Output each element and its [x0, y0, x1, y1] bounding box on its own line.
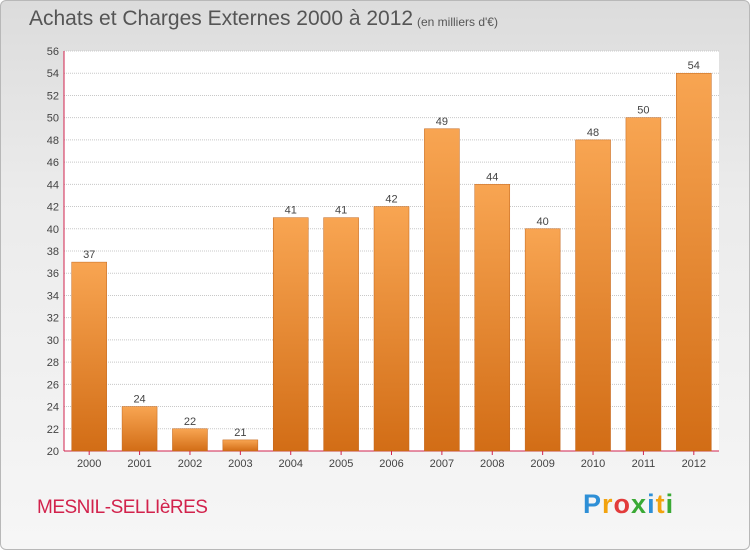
bar-2003: [222, 439, 259, 452]
x-tick-label: 2003: [228, 458, 252, 470]
chart-subtitle: (en milliers d'€): [417, 15, 498, 29]
y-tick-label: 46: [47, 157, 59, 169]
logo-letter: i: [647, 489, 656, 519]
y-tick-label: 34: [47, 290, 59, 302]
data-label: 41: [335, 205, 347, 217]
y-tick-label: 24: [47, 402, 59, 414]
logo-letter: r: [602, 489, 614, 519]
x-tick-label: 2001: [127, 458, 151, 470]
logo-letter: i: [665, 489, 675, 519]
y-tick-label: 20: [47, 446, 59, 458]
x-tick-label: 2006: [379, 458, 403, 470]
y-tick-label: 32: [47, 313, 59, 325]
bar-2000: [71, 261, 107, 452]
data-label: 22: [184, 416, 196, 428]
data-label: 48: [587, 127, 599, 139]
y-tick-label: 38: [47, 246, 59, 258]
x-tick-label: 2012: [682, 458, 706, 470]
logo-letter: x: [631, 489, 648, 519]
y-tick-label: 52: [47, 90, 59, 102]
y-tick-label: 36: [47, 268, 59, 280]
data-label: 41: [285, 205, 297, 217]
data-label: 24: [133, 394, 145, 406]
bar-2001: [121, 406, 158, 452]
logo-letter: o: [613, 489, 632, 519]
bar-2002: [172, 428, 208, 452]
data-label: 49: [436, 116, 448, 128]
data-label: 37: [83, 249, 95, 261]
y-tick-label: 44: [47, 179, 59, 191]
bar-2012: [676, 72, 712, 452]
data-label: 42: [385, 194, 397, 206]
y-tick-label: 22: [47, 424, 59, 436]
x-tick-label: 2010: [581, 458, 605, 470]
x-tick-label: 2000: [77, 458, 101, 470]
y-tick-label: 28: [47, 357, 59, 369]
y-tick-label: 56: [47, 46, 59, 58]
y-tick-label: 54: [47, 68, 59, 80]
data-label: 50: [637, 105, 649, 117]
bar-2007: [424, 128, 460, 452]
x-tick-label: 2005: [329, 458, 353, 470]
data-label: 40: [537, 216, 549, 228]
bar-2009: [524, 228, 561, 452]
chart-title: Achats et Charges Externes 2000 à 2012: [29, 7, 414, 30]
y-tick-label: 30: [47, 335, 59, 347]
x-tick-label: 2009: [530, 458, 554, 470]
x-tick-label: 2008: [480, 458, 504, 470]
data-label: 21: [234, 427, 246, 439]
logo-letter: P: [583, 489, 603, 519]
proxiti-logo[interactable]: Proxiti: [583, 489, 674, 520]
x-tick-label: 2002: [178, 458, 202, 470]
x-tick-label: 2007: [430, 458, 454, 470]
bar-2008: [474, 184, 511, 452]
y-tick-label: 40: [47, 224, 59, 236]
bar-2005: [323, 217, 359, 452]
data-label: 44: [486, 171, 498, 183]
commune-name: MESNIL-SELLIèRES: [37, 497, 208, 518]
y-tick-label: 42: [47, 202, 59, 214]
data-label: 54: [688, 60, 700, 72]
x-tick-label: 2004: [278, 458, 302, 470]
bar-2006: [373, 206, 410, 452]
bar-2004: [272, 217, 309, 452]
bar-2010: [575, 139, 611, 452]
y-tick-label: 48: [47, 135, 59, 147]
x-tick-label: 2011: [632, 458, 656, 470]
y-tick-label: 50: [47, 113, 59, 125]
logo-letter: t: [655, 489, 666, 519]
y-tick-label: 26: [47, 379, 59, 391]
bar-2011: [625, 117, 662, 452]
